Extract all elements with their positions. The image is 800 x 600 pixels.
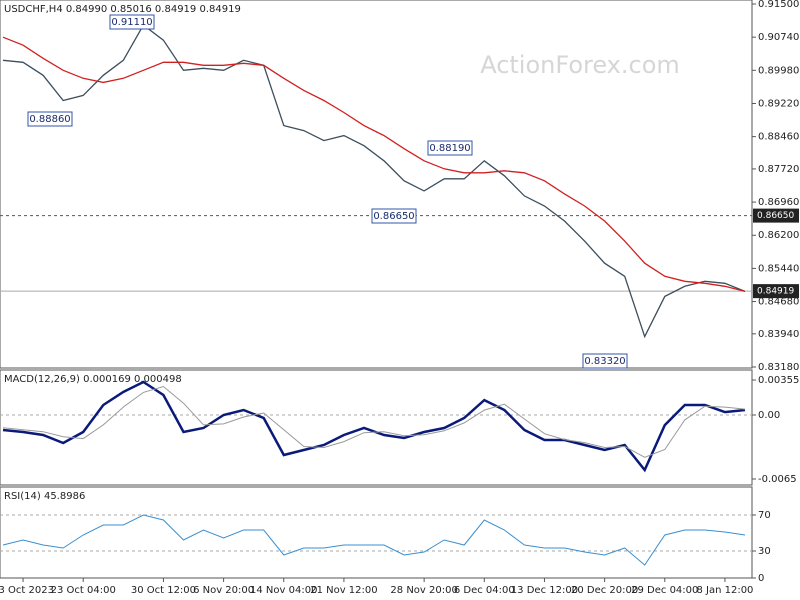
y-tick-label: 0 xyxy=(758,573,764,584)
series-line xyxy=(2,514,746,566)
x-tick-label: 23 Oct 04:00 xyxy=(51,585,116,596)
y-tick-label: 0.84680 xyxy=(758,297,799,308)
panel-frame xyxy=(0,369,753,486)
x-tick-label: 13 Dec 12:00 xyxy=(511,585,578,596)
y-tick-label: 0.83180 xyxy=(758,362,799,373)
x-tick-label: 6 Nov 20:00 xyxy=(193,585,254,596)
annotation: 0.91110 xyxy=(111,17,152,28)
annotation-box xyxy=(427,140,473,156)
y-tick-label: 0.003555 xyxy=(758,375,800,386)
x-tick-label: 20 Dec 20:00 xyxy=(571,585,638,596)
y-tick-label: 70 xyxy=(758,510,771,521)
annotation: 0.88190 xyxy=(429,143,470,154)
panel-title: RSI(14) 45.8986 xyxy=(4,491,85,502)
annotation-box xyxy=(27,111,73,127)
annotation-box xyxy=(109,14,155,30)
price-level-box xyxy=(753,284,799,299)
y-tick-label: 0.85440 xyxy=(758,263,799,274)
y-tick-label: 0.88460 xyxy=(758,132,799,143)
panel-frame xyxy=(0,0,753,369)
x-tick-label: 28 Nov 20:00 xyxy=(390,585,457,596)
series-line xyxy=(2,24,746,339)
panel-frame xyxy=(0,486,753,579)
y-tick-label: 0.86960 xyxy=(758,197,799,208)
annotation: 0.86650 xyxy=(373,211,414,222)
y-tick-label: 0.91500 xyxy=(758,0,799,10)
y-tick-label: 30 xyxy=(758,546,771,557)
x-tick-label: 14 Nov 04:00 xyxy=(250,585,317,596)
series-line xyxy=(2,385,746,458)
annotation-box xyxy=(371,208,417,224)
x-tick-label: 6 Dec 04:00 xyxy=(454,585,515,596)
price-level-label: 0.86650 xyxy=(757,211,794,221)
x-tick-label: 29 Dec 04:00 xyxy=(631,585,698,596)
annotation: 0.88860 xyxy=(29,114,70,125)
y-tick-label: 0.90740 xyxy=(758,32,799,43)
y-tick-label: 0.00 xyxy=(758,410,780,421)
y-tick-label: 0.83940 xyxy=(758,329,799,340)
series-line xyxy=(2,380,746,473)
watermark: ActionForex.com xyxy=(480,51,680,79)
panel-title: USDCHF,H4 0.84990 0.85016 0.84919 0.8491… xyxy=(4,4,241,15)
annotation: 0.83320 xyxy=(584,356,625,367)
panel-title: MACD(12,26,9) 0.000169 0.000498 xyxy=(4,374,182,385)
x-tick-label: 13 Oct 2023 xyxy=(0,585,54,596)
x-tick-label: 30 Oct 12:00 xyxy=(131,585,196,596)
y-tick-label: -0.0065 xyxy=(758,474,797,485)
y-tick-label: 0.89980 xyxy=(758,65,799,76)
series-line xyxy=(2,36,746,293)
y-tick-label: 0.87720 xyxy=(758,164,799,175)
price-level-box xyxy=(753,208,799,223)
x-tick-label: 8 Jan 12:00 xyxy=(696,585,753,596)
y-tick-label: 0.86200 xyxy=(758,230,799,241)
annotation-box xyxy=(582,353,628,369)
x-tick-label: 21 Nov 12:00 xyxy=(310,585,377,596)
price-level-label: 0.84919 xyxy=(757,287,794,297)
y-tick-label: 0.89220 xyxy=(758,98,799,109)
